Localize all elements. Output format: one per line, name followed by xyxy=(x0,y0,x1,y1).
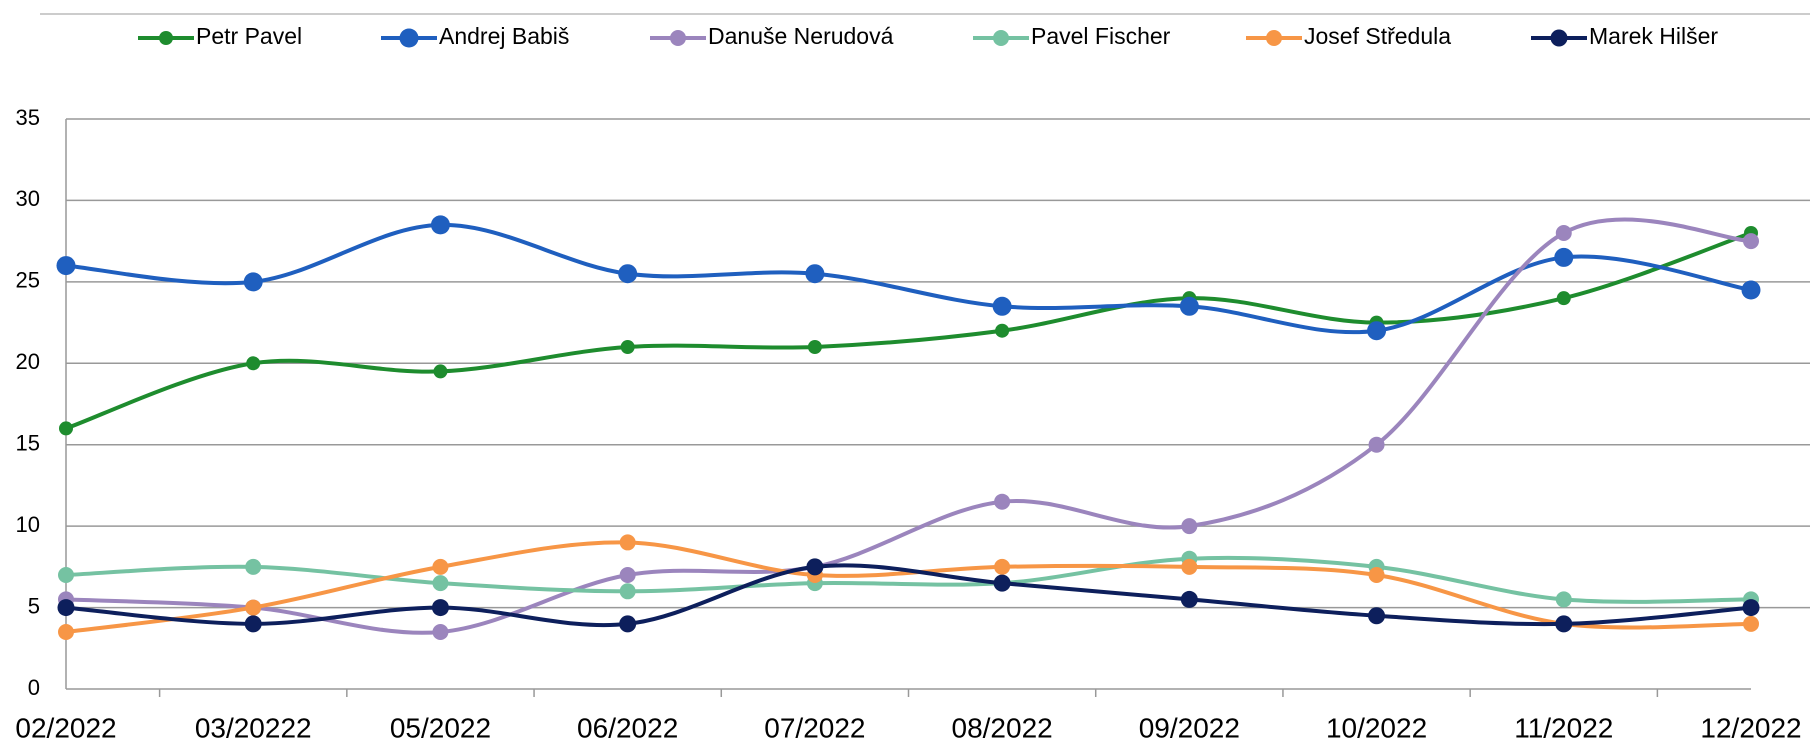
legend-label: Andrej Babiš xyxy=(439,23,569,49)
data-point xyxy=(1368,567,1385,583)
data-point xyxy=(1181,518,1198,535)
legend-swatch-marker xyxy=(1550,29,1568,47)
y-tick-label: 0 xyxy=(28,675,40,700)
data-point xyxy=(1555,591,1572,608)
data-point xyxy=(994,558,1011,575)
data-point xyxy=(620,340,635,354)
data-point xyxy=(995,323,1010,338)
data-point xyxy=(245,558,262,575)
x-tick-label: 10/2022 xyxy=(1326,712,1427,743)
series-line xyxy=(65,231,1752,431)
y-tick-label: 35 xyxy=(16,105,40,130)
data-point xyxy=(619,534,636,551)
data-point xyxy=(1180,590,1198,608)
data-point xyxy=(807,340,822,354)
data-point xyxy=(1555,225,1572,241)
y-tick-label: 5 xyxy=(28,593,40,618)
data-point xyxy=(805,264,825,284)
series-line xyxy=(65,217,1752,635)
data-point xyxy=(619,615,637,633)
y-tick-label: 30 xyxy=(16,186,40,211)
data-point xyxy=(244,615,262,633)
data-point xyxy=(59,421,73,436)
data-point xyxy=(1554,247,1574,267)
series-line xyxy=(65,540,1752,634)
data-point xyxy=(1179,296,1199,316)
data-point xyxy=(1742,599,1760,617)
x-tick-label: 02/2022 xyxy=(15,712,116,743)
x-tick-label: 07/2022 xyxy=(764,712,865,743)
data-point xyxy=(1555,615,1573,633)
x-tick-label: 09/2022 xyxy=(1139,712,1240,743)
y-tick-label: 10 xyxy=(16,512,40,537)
data-point xyxy=(619,567,636,583)
data-point xyxy=(432,575,449,592)
legend-label: Marek Hilšer xyxy=(1589,23,1718,49)
y-tick-label: 25 xyxy=(16,268,40,293)
data-point xyxy=(619,583,636,600)
legend-swatch-marker xyxy=(993,30,1009,46)
data-point xyxy=(432,558,449,575)
data-point xyxy=(1743,233,1759,250)
data-point xyxy=(433,364,448,379)
data-point xyxy=(1741,280,1761,300)
x-tick-label: 05/2022 xyxy=(390,712,491,743)
data-point xyxy=(432,624,449,640)
data-point xyxy=(56,256,76,276)
data-point xyxy=(994,493,1011,510)
data-point xyxy=(58,624,74,640)
x-tick-label: 12/2022 xyxy=(1700,712,1801,743)
y-tick-label: 15 xyxy=(16,431,40,456)
data-point xyxy=(1556,291,1571,306)
data-point xyxy=(992,296,1012,316)
legend-swatch-marker xyxy=(1266,30,1282,46)
data-point xyxy=(1181,558,1198,575)
legend-swatch-marker xyxy=(399,28,419,48)
x-tick-label: 06/2022 xyxy=(577,712,678,743)
data-point xyxy=(1368,436,1385,453)
data-point xyxy=(806,558,824,576)
data-point xyxy=(430,215,450,235)
series-line xyxy=(65,555,1752,604)
x-tick-label: 11/2022 xyxy=(1514,712,1613,743)
legend-label: Danuše Nerudová xyxy=(708,23,894,49)
data-point xyxy=(246,356,261,371)
data-point xyxy=(1368,607,1386,625)
x-tick-label: 03/20222 xyxy=(195,712,312,743)
series-line xyxy=(65,563,1752,628)
data-point xyxy=(1743,615,1759,632)
data-point xyxy=(618,264,638,284)
data-point xyxy=(243,272,263,292)
x-tick-label: 08/2022 xyxy=(952,712,1053,743)
data-point xyxy=(1367,321,1387,341)
data-point xyxy=(431,599,449,617)
legend-label: Pavel Fischer xyxy=(1031,23,1171,49)
y-tick-label: 20 xyxy=(16,349,40,374)
legend-label: Petr Pavel xyxy=(196,23,302,49)
legend-swatch-marker xyxy=(159,31,173,45)
data-point xyxy=(993,574,1011,592)
data-point xyxy=(58,567,74,583)
legend-label: Josef Středula xyxy=(1304,23,1451,49)
data-point xyxy=(57,599,75,617)
legend-swatch-marker xyxy=(670,30,686,46)
series-line xyxy=(65,222,1752,335)
data-point xyxy=(245,599,262,616)
